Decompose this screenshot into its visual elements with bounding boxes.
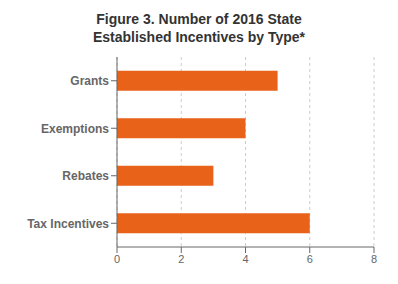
svg-text:8: 8 (371, 253, 377, 265)
svg-text:Tax Incentives: Tax Incentives (27, 217, 109, 231)
svg-text:4: 4 (242, 253, 248, 265)
svg-text:Grants: Grants (70, 74, 109, 88)
svg-text:Exemptions: Exemptions (41, 122, 109, 136)
html-text:Figure 3. Number of 2016 State: Figure 3. Number of 2016 State (96, 11, 302, 27)
svg-text:Rebates: Rebates (62, 169, 109, 183)
svg-text:2: 2 (178, 253, 184, 265)
html-text:Established Incentives by Type: Established Incentives by Type* (92, 29, 306, 45)
svg-text:6: 6 (307, 253, 313, 265)
svg-text:0: 0 (114, 253, 120, 265)
